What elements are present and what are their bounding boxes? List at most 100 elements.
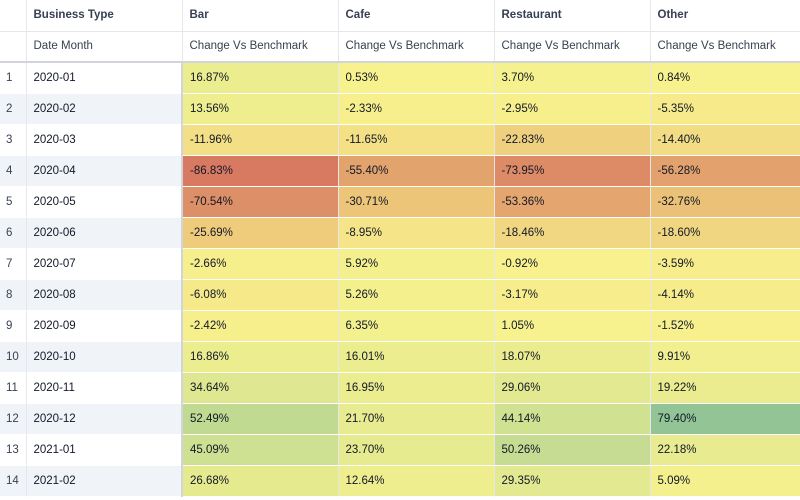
value-cell-restaurant[interactable]: 29.35% <box>494 465 651 497</box>
date-cell[interactable]: 2020-02 <box>26 93 183 125</box>
value-cell-bar[interactable]: -2.66% <box>182 248 339 280</box>
value-cell-other[interactable]: -32.76% <box>650 186 800 218</box>
value-cell-other[interactable]: 9.91% <box>650 341 800 373</box>
date-cell[interactable]: 2020-09 <box>26 310 183 342</box>
value-cell-cafe[interactable]: 16.95% <box>338 372 495 404</box>
value-cell-cafe[interactable]: -55.40% <box>338 155 495 187</box>
value-cell-restaurant[interactable]: 18.07% <box>494 341 651 373</box>
value-cell-bar[interactable]: 26.68% <box>182 465 339 497</box>
value-cell-bar[interactable]: -2.42% <box>182 310 339 342</box>
value-cell-restaurant[interactable]: -73.95% <box>494 155 651 187</box>
value-cell-other[interactable]: -4.14% <box>650 279 800 311</box>
value-cell-other[interactable]: -5.35% <box>650 93 800 125</box>
value-cell-cafe[interactable]: -8.95% <box>338 217 495 249</box>
row-index: 10 <box>0 341 27 373</box>
value-cell-other[interactable]: -18.60% <box>650 217 800 249</box>
column-header-cafe[interactable]: Cafe <box>338 0 495 32</box>
date-cell[interactable]: 2020-06 <box>26 217 183 249</box>
column-header-other[interactable]: Other <box>650 0 800 32</box>
table-row: 11 2020-11 34.64% 16.95% 29.06% 19.22% <box>0 372 800 404</box>
value-cell-cafe[interactable]: -2.33% <box>338 93 495 125</box>
value-cell-cafe[interactable]: 12.64% <box>338 465 495 497</box>
value-cell-cafe[interactable]: 6.35% <box>338 310 495 342</box>
date-cell[interactable]: 2021-02 <box>26 465 183 497</box>
value-cell-other[interactable]: -1.52% <box>650 310 800 342</box>
value-cell-other[interactable]: -56.28% <box>650 155 800 187</box>
value-cell-other[interactable]: 79.40% <box>650 403 800 435</box>
value-cell-bar[interactable]: -25.69% <box>182 217 339 249</box>
value-cell-restaurant[interactable]: -0.92% <box>494 248 651 280</box>
value-cell-restaurant[interactable]: 3.70% <box>494 62 651 94</box>
value-cell-bar[interactable]: -70.54% <box>182 186 339 218</box>
table-row: 4 2020-04 -86.83% -55.40% -73.95% -56.28% <box>0 155 800 187</box>
value-cell-restaurant[interactable]: 50.26% <box>494 434 651 466</box>
group-label[interactable]: Business Type <box>26 0 183 32</box>
table-row: 14 2021-02 26.68% 12.64% 29.35% 5.09% <box>0 465 800 497</box>
value-cell-bar[interactable]: 16.86% <box>182 341 339 373</box>
value-cell-restaurant[interactable]: -22.83% <box>494 124 651 156</box>
row-index: 3 <box>0 124 27 156</box>
value-cell-cafe[interactable]: 16.01% <box>338 341 495 373</box>
corner-cell <box>0 0 27 32</box>
column-header-restaurant[interactable]: Restaurant <box>494 0 651 32</box>
value-cell-restaurant[interactable]: -53.36% <box>494 186 651 218</box>
table-row: 6 2020-06 -25.69% -8.95% -18.46% -18.60% <box>0 217 800 249</box>
table-row: 3 2020-03 -11.96% -11.65% -22.83% -14.40% <box>0 124 800 156</box>
value-cell-bar[interactable]: -6.08% <box>182 279 339 311</box>
date-cell[interactable]: 2020-11 <box>26 372 183 404</box>
date-cell[interactable]: 2020-04 <box>26 155 183 187</box>
value-cell-cafe[interactable]: 5.92% <box>338 248 495 280</box>
value-cell-cafe[interactable]: 5.26% <box>338 279 495 311</box>
measure-header[interactable]: Change Vs Benchmark <box>182 31 339 63</box>
value-cell-cafe[interactable]: 23.70% <box>338 434 495 466</box>
date-cell[interactable]: 2020-10 <box>26 341 183 373</box>
value-cell-bar[interactable]: 13.56% <box>182 93 339 125</box>
value-cell-other[interactable]: 22.18% <box>650 434 800 466</box>
value-cell-other[interactable]: 0.84% <box>650 62 800 94</box>
row-index: 12 <box>0 403 27 435</box>
date-cell[interactable]: 2020-01 <box>26 62 183 94</box>
row-index: 13 <box>0 434 27 466</box>
value-cell-restaurant[interactable]: 29.06% <box>494 372 651 404</box>
value-cell-other[interactable]: 5.09% <box>650 465 800 497</box>
column-header-bar[interactable]: Bar <box>182 0 339 32</box>
date-cell[interactable]: 2020-12 <box>26 403 183 435</box>
value-cell-restaurant[interactable]: 44.14% <box>494 403 651 435</box>
header-row-groups: Business Type Bar Cafe Restaurant Other <box>0 0 800 32</box>
row-index: 8 <box>0 279 27 311</box>
value-cell-other[interactable]: -14.40% <box>650 124 800 156</box>
value-cell-bar[interactable]: 45.09% <box>182 434 339 466</box>
date-cell[interactable]: 2020-03 <box>26 124 183 156</box>
measure-header[interactable]: Change Vs Benchmark <box>494 31 651 63</box>
value-cell-cafe[interactable]: -30.71% <box>338 186 495 218</box>
row-index: 14 <box>0 465 27 497</box>
value-cell-bar[interactable]: -86.83% <box>182 155 339 187</box>
measure-header[interactable]: Change Vs Benchmark <box>338 31 495 63</box>
measure-header[interactable]: Change Vs Benchmark <box>650 31 800 63</box>
table-row: 7 2020-07 -2.66% 5.92% -0.92% -3.59% <box>0 248 800 280</box>
value-cell-cafe[interactable]: 0.53% <box>338 62 495 94</box>
table-row: 9 2020-09 -2.42% 6.35% 1.05% -1.52% <box>0 310 800 342</box>
row-index: 9 <box>0 310 27 342</box>
date-cell[interactable]: 2021-01 <box>26 434 183 466</box>
value-cell-other[interactable]: 19.22% <box>650 372 800 404</box>
row-label[interactable]: Date Month <box>26 31 183 63</box>
row-index: 7 <box>0 248 27 280</box>
value-cell-bar[interactable]: 34.64% <box>182 372 339 404</box>
value-cell-bar[interactable]: 16.87% <box>182 62 339 94</box>
date-cell[interactable]: 2020-07 <box>26 248 183 280</box>
value-cell-bar[interactable]: -11.96% <box>182 124 339 156</box>
value-cell-restaurant[interactable]: -3.17% <box>494 279 651 311</box>
value-cell-restaurant[interactable]: -2.95% <box>494 93 651 125</box>
value-cell-cafe[interactable]: -11.65% <box>338 124 495 156</box>
date-cell[interactable]: 2020-08 <box>26 279 183 311</box>
value-cell-bar[interactable]: 52.49% <box>182 403 339 435</box>
value-cell-other[interactable]: -3.59% <box>650 248 800 280</box>
table-row: 10 2020-10 16.86% 16.01% 18.07% 9.91% <box>0 341 800 373</box>
value-cell-restaurant[interactable]: 1.05% <box>494 310 651 342</box>
table-row: 5 2020-05 -70.54% -30.71% -53.36% -32.76% <box>0 186 800 218</box>
value-cell-restaurant[interactable]: -18.46% <box>494 217 651 249</box>
value-cell-cafe[interactable]: 21.70% <box>338 403 495 435</box>
date-cell[interactable]: 2020-05 <box>26 186 183 218</box>
